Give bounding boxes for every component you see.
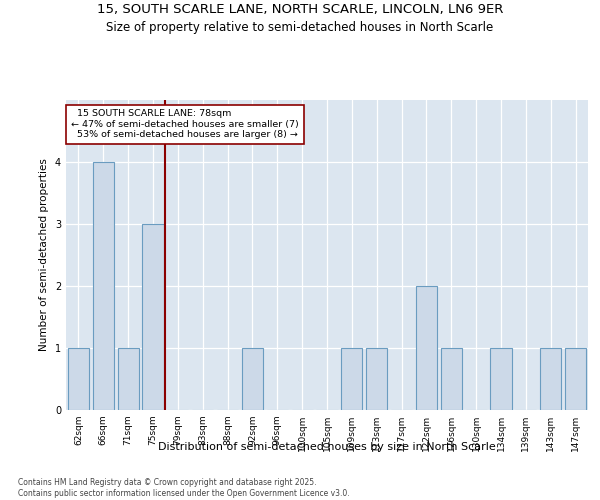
- Text: Size of property relative to semi-detached houses in North Scarle: Size of property relative to semi-detach…: [106, 21, 494, 34]
- Bar: [118, 348, 139, 410]
- Y-axis label: Number of semi-detached properties: Number of semi-detached properties: [40, 158, 49, 352]
- Bar: [242, 348, 263, 410]
- Text: Distribution of semi-detached houses by size in North Scarle: Distribution of semi-detached houses by …: [158, 442, 496, 452]
- Bar: [540, 348, 561, 410]
- Bar: [142, 224, 164, 410]
- Text: 15, SOUTH SCARLE LANE, NORTH SCARLE, LINCOLN, LN6 9ER: 15, SOUTH SCARLE LANE, NORTH SCARLE, LIN…: [97, 2, 503, 16]
- Bar: [68, 348, 89, 410]
- Bar: [416, 286, 437, 410]
- Bar: [565, 348, 586, 410]
- Text: 15 SOUTH SCARLE LANE: 78sqm
← 47% of semi-detached houses are smaller (7)
  53% : 15 SOUTH SCARLE LANE: 78sqm ← 47% of sem…: [71, 110, 299, 139]
- Bar: [341, 348, 362, 410]
- Text: Contains HM Land Registry data © Crown copyright and database right 2025.
Contai: Contains HM Land Registry data © Crown c…: [18, 478, 350, 498]
- Bar: [441, 348, 462, 410]
- Bar: [93, 162, 114, 410]
- Bar: [366, 348, 387, 410]
- Bar: [490, 348, 512, 410]
